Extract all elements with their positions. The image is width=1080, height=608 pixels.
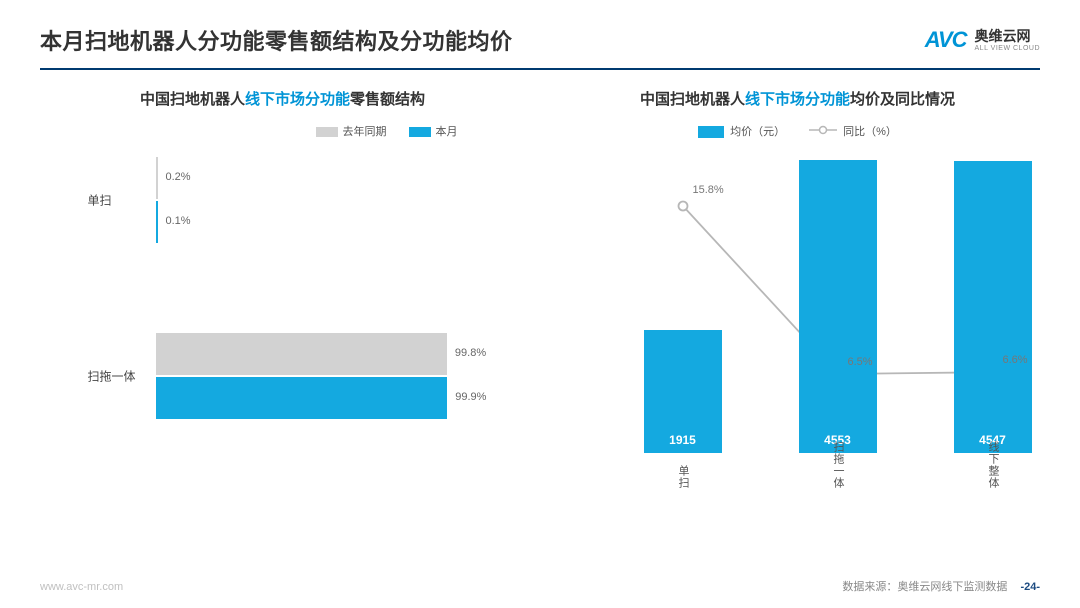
bar-value-this-month: 0.1%	[166, 215, 191, 227]
right-title-pre: 中国扫地机器人	[640, 91, 745, 108]
swatch-blue	[409, 127, 431, 137]
bar-last-year	[156, 157, 158, 199]
charts-row: 中国扫地机器人线下市场分功能零售额结构 去年同期 本月 单扫0.2%0.1%扫拖…	[0, 70, 1080, 513]
bar-this-month	[156, 201, 158, 243]
legend-label-avg-price: 均价（元）	[730, 126, 785, 138]
vbar	[799, 160, 877, 453]
bar-this-month	[156, 377, 448, 419]
logo-mark: AVC	[925, 27, 967, 53]
footer: www.avc-mr.com 数据来源：奥维云网线下监测数据 -24-	[40, 578, 1040, 594]
right-plot-area: 1915单扫 4553扫拖一体 4547线下整体 15.8% 6.5% 6.6%	[563, 151, 1033, 481]
yoy-label: 6.6%	[1003, 354, 1028, 366]
yoy-label: 15.8%	[693, 184, 724, 196]
legend-label-last-year: 去年同期	[343, 126, 387, 138]
right-chart: 均价（元） 同比（%） 1915单扫4553扫拖一体4547线下整体15.8%6…	[563, 123, 1033, 513]
bar-value-last-year: 99.8%	[455, 347, 486, 359]
slide-page: 本月扫地机器人分功能零售额结构及分功能均价 AVC 奥维云网 ALL VIEW …	[0, 0, 1080, 608]
footer-source: 数据来源：奥维云网线下监测数据	[842, 581, 1007, 593]
right-chart-col: 中国扫地机器人线下市场分功能均价及同比情况 均价（元） 同比（%） 1915单扫…	[555, 88, 1040, 513]
right-title-post: 均价及同比情况	[850, 91, 955, 108]
legend-item-avg-price: 均价（元）	[698, 123, 785, 139]
right-legend: 均价（元） 同比（%）	[563, 123, 1033, 139]
legend-item-this-month: 本月	[409, 123, 458, 139]
right-title-accent: 线下市场分功能	[745, 91, 850, 108]
footer-right: 数据来源：奥维云网线下监测数据 -24-	[842, 578, 1040, 594]
left-title-pre: 中国扫地机器人	[140, 91, 245, 108]
left-plot-area: 单扫 0.2% 0.1% 扫拖一体 99.8% 99.9%	[48, 157, 518, 477]
left-chart-title: 中国扫地机器人线下市场分功能零售额结构	[140, 88, 425, 109]
left-title-post: 零售额结构	[350, 91, 425, 108]
x-axis-category: 扫拖一体	[799, 441, 877, 493]
page-title: 本月扫地机器人分功能零售额结构及分功能均价	[40, 24, 513, 56]
yoy-label: 6.5%	[848, 356, 873, 368]
legend-item-yoy: 同比（%）	[809, 123, 897, 139]
legend-item-last-year: 去年同期	[316, 123, 387, 139]
legend-label-this-month: 本月	[436, 126, 458, 138]
left-title-accent: 线下市场分功能	[245, 91, 350, 108]
vbar-wrap: 4547线下整体	[954, 151, 1032, 453]
vbar	[954, 161, 1032, 453]
bar-last-year	[156, 333, 447, 375]
vbar-wrap: 4553扫拖一体	[799, 151, 877, 453]
swatch-line	[809, 125, 837, 135]
header: 本月扫地机器人分功能零售额结构及分功能均价 AVC 奥维云网 ALL VIEW …	[0, 0, 1080, 68]
swatch-bar	[698, 126, 724, 138]
y-axis-category: 单扫	[88, 192, 112, 209]
logo-text: 奥维云网 ALL VIEW CLOUD	[975, 29, 1040, 52]
footer-page: -24-	[1020, 581, 1040, 593]
left-chart: 去年同期 本月 单扫 0.2% 0.1% 扫拖一体 99.8% 99.9%	[48, 123, 518, 513]
left-chart-col: 中国扫地机器人线下市场分功能零售额结构 去年同期 本月 单扫 0.2% 0.1% 扫拖…	[40, 88, 525, 513]
y-axis-category: 扫拖一体	[88, 368, 136, 385]
logo: AVC 奥维云网 ALL VIEW CLOUD	[925, 27, 1040, 53]
left-legend: 去年同期 本月	[48, 123, 518, 139]
vbar-value: 1915	[644, 433, 722, 447]
swatch-grey	[316, 127, 338, 137]
vbar-wrap: 1915单扫	[644, 151, 722, 453]
bar-value-last-year: 0.2%	[166, 171, 191, 183]
bar-value-this-month: 99.9%	[455, 391, 486, 403]
x-axis-category: 线下整体	[954, 441, 1032, 493]
logo-cn: 奥维云网	[975, 29, 1040, 43]
right-chart-title: 中国扫地机器人线下市场分功能均价及同比情况	[640, 88, 955, 109]
legend-label-yoy: 同比（%）	[843, 126, 897, 138]
logo-en: ALL VIEW CLOUD	[975, 45, 1040, 52]
x-axis-category: 单扫	[644, 465, 722, 493]
footer-site: www.avc-mr.com	[40, 581, 123, 593]
